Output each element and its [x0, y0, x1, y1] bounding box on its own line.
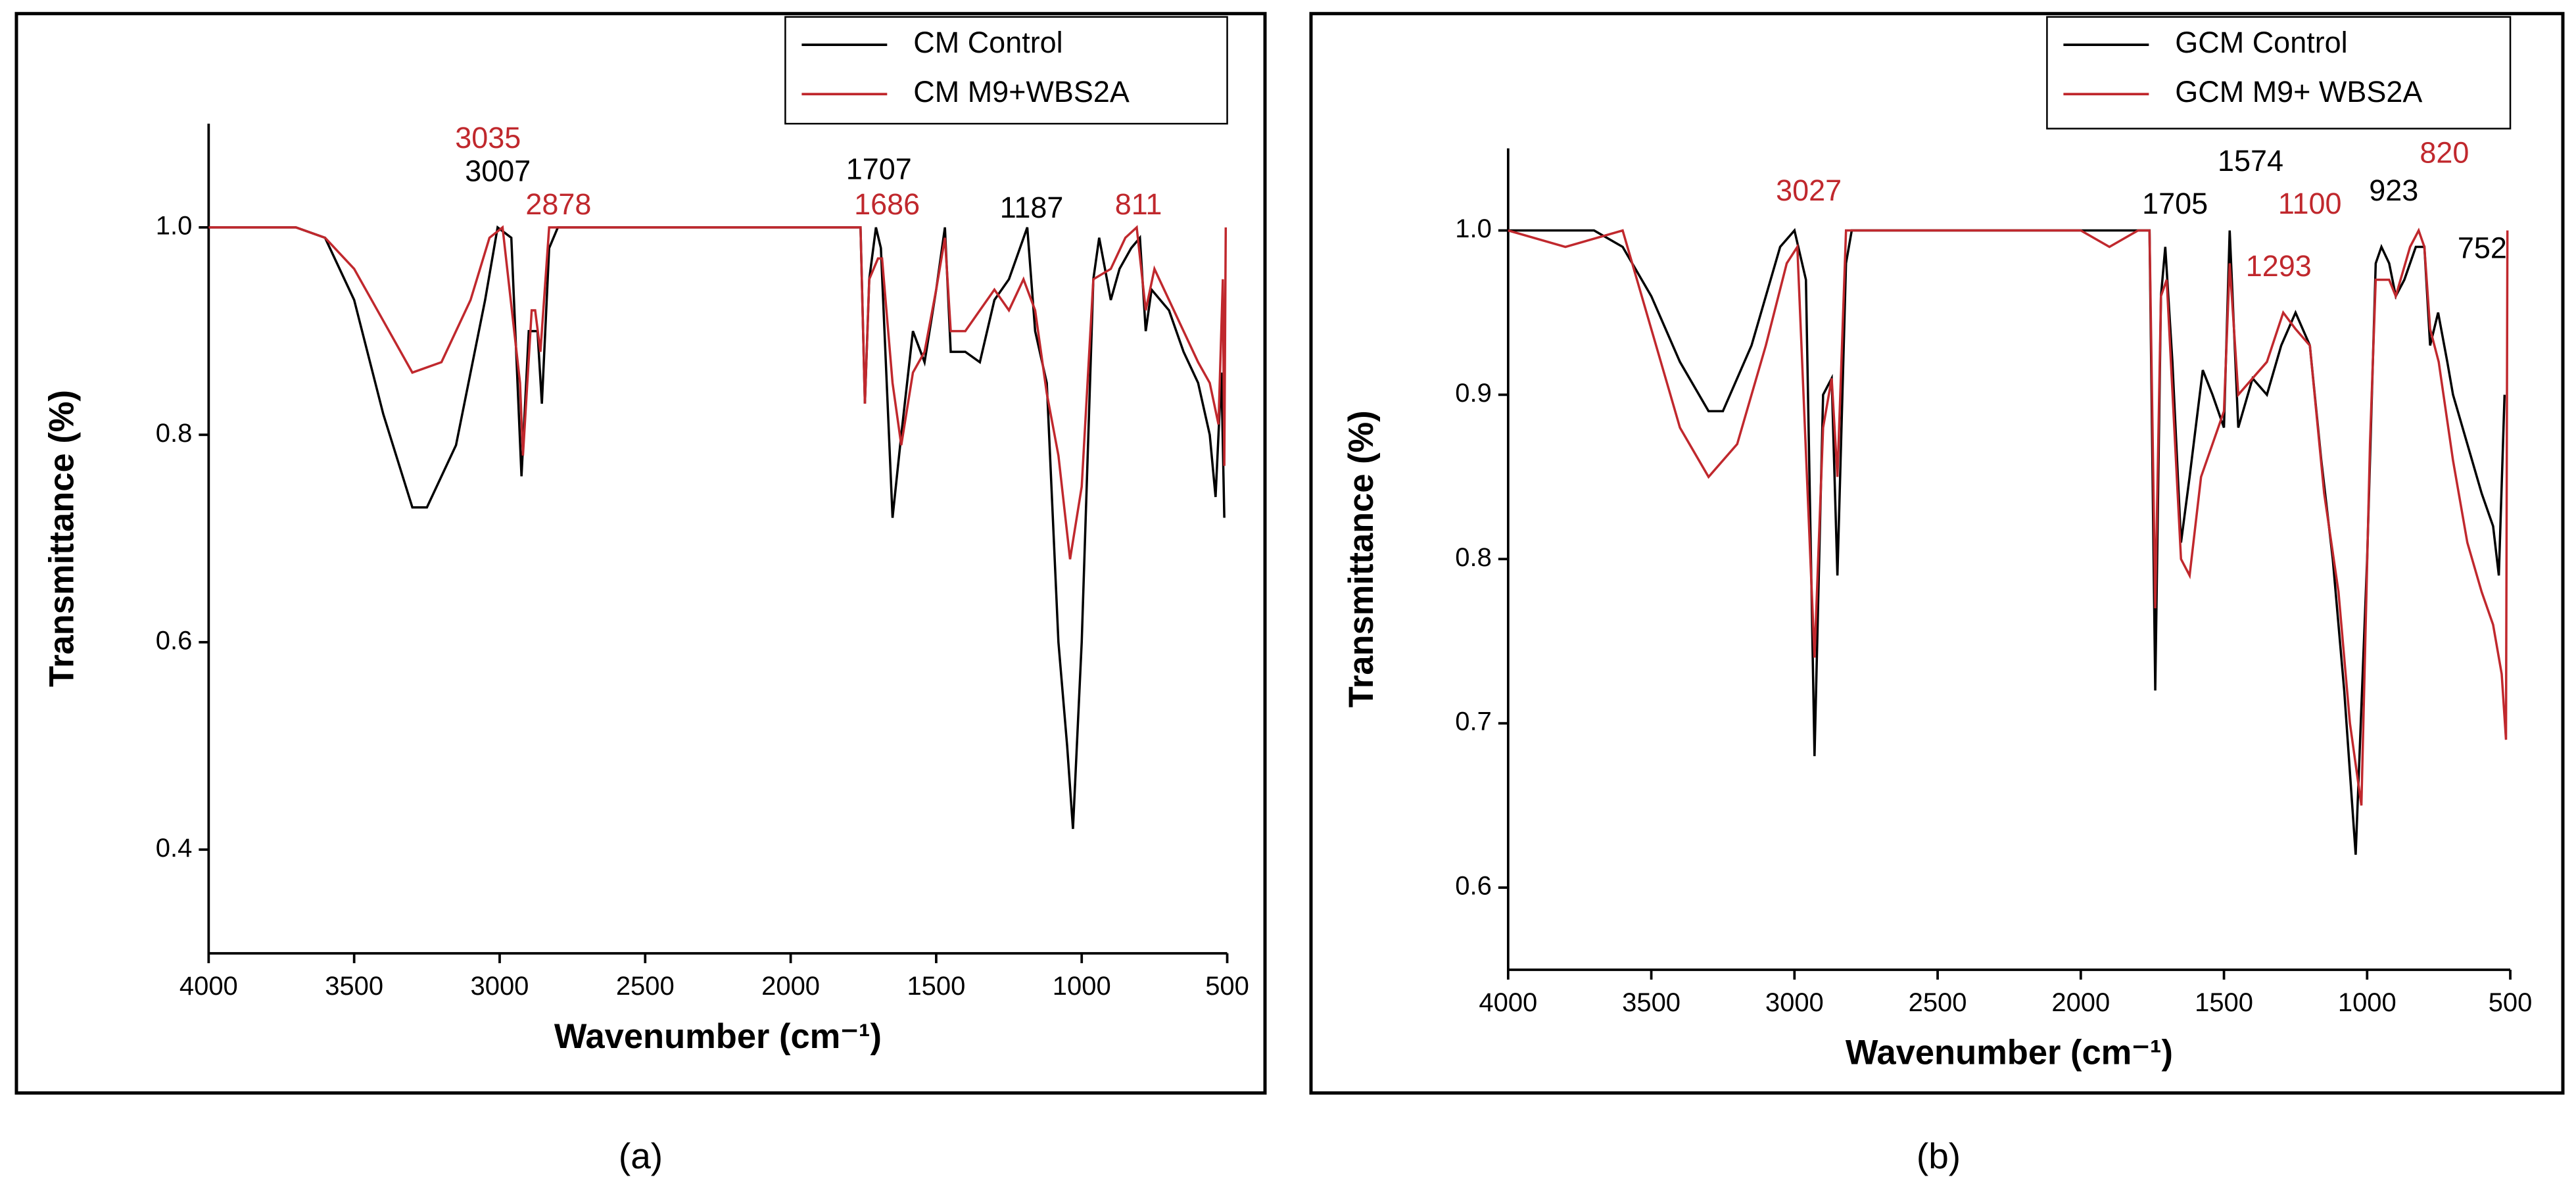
- y-tick-label: 0.4: [156, 834, 193, 863]
- legend-label: GCM Control: [2175, 26, 2347, 59]
- x-tick-label: 3500: [325, 972, 383, 1001]
- peak-label: 3035: [455, 121, 521, 155]
- y-axis-title: Transmittance (%): [1343, 410, 1381, 707]
- x-tick-label: 2000: [2051, 988, 2110, 1017]
- y-tick-label: 0.9: [1455, 379, 1492, 408]
- x-axis-title: Wavenumber (cm⁻¹): [1846, 1034, 2173, 1072]
- x-tick-label: 3500: [1622, 988, 1681, 1017]
- spectrum-line: [208, 225, 1226, 829]
- peak-label: 820: [2420, 135, 2469, 169]
- spectrum-line: [1508, 227, 2509, 806]
- y-tick-label: 1.0: [156, 211, 193, 240]
- legend-label: CM M9+WBS2A: [913, 75, 1130, 108]
- x-tick-label: 1000: [2338, 988, 2397, 1017]
- peak-label: 811: [1115, 187, 1162, 221]
- x-tick-label: 1000: [1053, 972, 1111, 1001]
- x-tick-label: 500: [1205, 972, 1249, 1001]
- y-tick-label: 0.8: [156, 419, 193, 448]
- y-tick-label: 0.8: [1455, 543, 1492, 572]
- x-tick-label: 2500: [616, 972, 675, 1001]
- y-tick-label: 0.6: [156, 626, 193, 655]
- peak-label: 1686: [854, 187, 920, 221]
- y-axis-title: Transmittance (%): [43, 390, 81, 687]
- legend-box: [784, 16, 1228, 125]
- peak-label: 1705: [2142, 187, 2208, 220]
- x-tick-label: 4000: [1479, 988, 1537, 1017]
- peak-label: 2878: [525, 187, 591, 221]
- legend-box: [2046, 16, 2512, 130]
- peak-label: 1293: [2246, 249, 2312, 283]
- panel-frame: [14, 12, 1267, 1095]
- panel-caption: (a): [619, 1135, 663, 1176]
- peak-label: 1187: [1000, 191, 1064, 224]
- x-tick-label: 3000: [1765, 988, 1824, 1017]
- y-tick-label: 0.6: [1455, 872, 1492, 901]
- panel-frame: [1309, 12, 2565, 1095]
- peak-label: 752: [2458, 231, 2507, 264]
- legend-label: GCM M9+ WBS2A: [2175, 75, 2422, 108]
- peak-label: 923: [2369, 174, 2418, 207]
- legend-label: CM Control: [913, 26, 1062, 59]
- x-tick-label: 1500: [907, 972, 965, 1001]
- y-tick-label: 0.7: [1455, 707, 1492, 736]
- peak-label: 1707: [846, 153, 912, 186]
- x-tick-label: 2000: [761, 972, 820, 1001]
- peak-label: 1100: [2278, 187, 2342, 220]
- x-axis-title: Wavenumber (cm⁻¹): [554, 1018, 882, 1056]
- peak-label: 3007: [465, 155, 531, 188]
- peak-label: 3027: [1776, 174, 1842, 207]
- panel-caption: (b): [1917, 1135, 1961, 1176]
- x-tick-label: 4000: [179, 972, 238, 1001]
- y-tick-label: 1.0: [1455, 214, 1492, 243]
- x-tick-label: 500: [2489, 988, 2533, 1017]
- x-tick-label: 2500: [1909, 988, 1967, 1017]
- peak-label: 1574: [2218, 144, 2283, 178]
- x-tick-label: 3000: [471, 972, 529, 1001]
- spectrum-line: [208, 225, 1228, 560]
- x-tick-label: 1500: [2195, 988, 2253, 1017]
